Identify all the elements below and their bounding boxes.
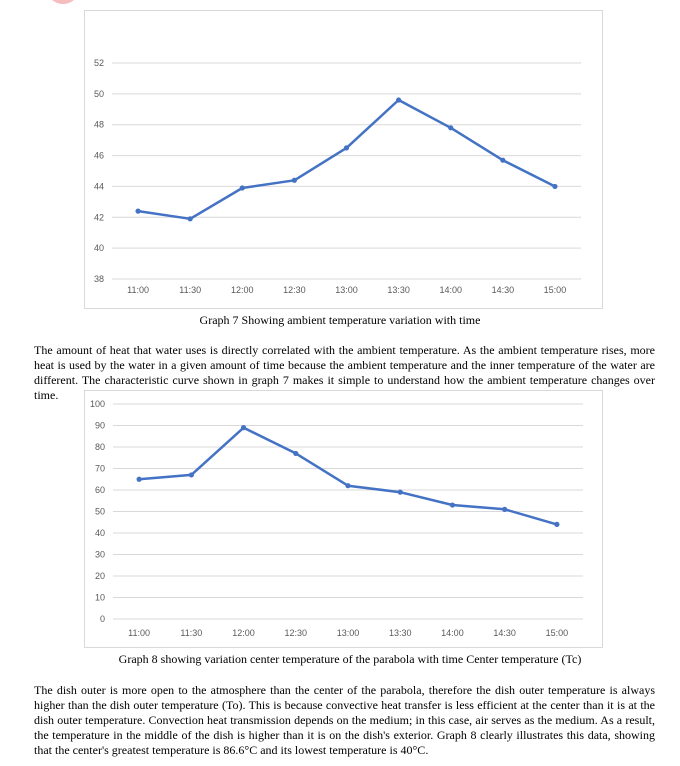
x-tick-label: 12:00	[231, 285, 254, 295]
data-point	[449, 502, 456, 508]
x-tick-label: 13:00	[337, 628, 360, 638]
x-tick-label: 15:00	[544, 285, 567, 295]
x-tick-label: 14:00	[441, 628, 464, 638]
y-tick-label: 50	[95, 507, 105, 517]
x-tick-label: 13:30	[387, 285, 410, 295]
graph8-caption: Graph 8 showing variation center tempera…	[118, 652, 582, 666]
data-point	[502, 506, 508, 512]
ambient-temperature-chart: 38 40 42 44 46 48 50 52 11:00 11:30 12:00 12:30 13:0…	[84, 10, 603, 309]
y-tick-label: 40	[95, 528, 105, 538]
ambient-temperature-chart-svg: 38 40 42 44 46 48 50 52 11:00 11:30 12:00 12:30 13:0…	[94, 58, 581, 295]
y-tick-label: 90	[95, 421, 105, 431]
data-point	[293, 450, 299, 457]
data-point	[136, 476, 142, 482]
data-point	[188, 472, 194, 478]
x-tick-label: 11:30	[179, 285, 201, 295]
corner-decoration	[46, 0, 80, 4]
y-tick-label: 100	[90, 399, 105, 409]
y-tick-label: 48	[94, 120, 104, 130]
center-temperature-chart: 0 10 20 30 40 50 60 70 80 90 100 11:00 11:30 12:00 12:…	[84, 390, 603, 648]
data-point	[135, 208, 141, 214]
y-tick-label: 10	[95, 593, 105, 603]
center-paragraph: The dish outer is more open to the atmos…	[34, 683, 655, 757]
data-point	[187, 216, 193, 222]
y-tick-label: 40	[94, 243, 104, 253]
y-tick-label: 60	[95, 485, 105, 495]
y-tick-label: 38	[94, 274, 104, 284]
series-line	[137, 98, 556, 221]
data-point	[240, 425, 247, 431]
x-tick-label: 11:00	[128, 628, 150, 638]
y-tick-label: 44	[94, 181, 104, 191]
ambient-paragraph: The amount of heat that water uses is di…	[34, 343, 655, 402]
x-tick-label: 11:00	[127, 285, 149, 295]
data-point	[239, 185, 245, 191]
data-point	[554, 521, 560, 527]
data-point	[448, 125, 454, 131]
data-point	[343, 145, 350, 151]
x-tick-label: 12:00	[232, 628, 255, 638]
y-tick-label: 30	[95, 550, 105, 560]
data-point	[500, 157, 506, 163]
x-tick-label: 12:30	[285, 628, 308, 638]
data-point	[552, 183, 558, 190]
graph7-caption: Graph 7 Showing ambient temperature vari…	[199, 313, 481, 327]
x-tick-label: 13:00	[335, 285, 358, 295]
y-tick-label: 50	[94, 89, 104, 99]
y-tick-label: 52	[94, 58, 104, 68]
series-line	[138, 426, 558, 526]
x-tick-label: 14:30	[492, 285, 515, 295]
y-tick-label: 20	[95, 571, 105, 581]
data-point	[345, 483, 351, 489]
data-point	[291, 177, 297, 183]
x-tick-label: 13:30	[389, 628, 412, 638]
x-tick-label: 14:00	[439, 285, 462, 295]
center-temperature-chart-svg: 0 10 20 30 40 50 60 70 80 90 100 11:00 11:30 12:00 12:…	[90, 399, 583, 638]
y-tick-label: 80	[95, 442, 105, 452]
x-tick-label: 11:30	[180, 628, 202, 638]
y-tick-label: 70	[95, 464, 105, 474]
x-tick-label: 15:00	[546, 628, 569, 638]
y-tick-label: 46	[94, 151, 104, 161]
y-tick-label: 0	[100, 614, 105, 624]
y-tick-label: 42	[94, 212, 104, 222]
x-tick-label: 14:30	[493, 628, 516, 638]
data-point	[397, 489, 403, 495]
x-tick-label: 12:30	[283, 285, 306, 295]
data-point	[396, 97, 402, 103]
